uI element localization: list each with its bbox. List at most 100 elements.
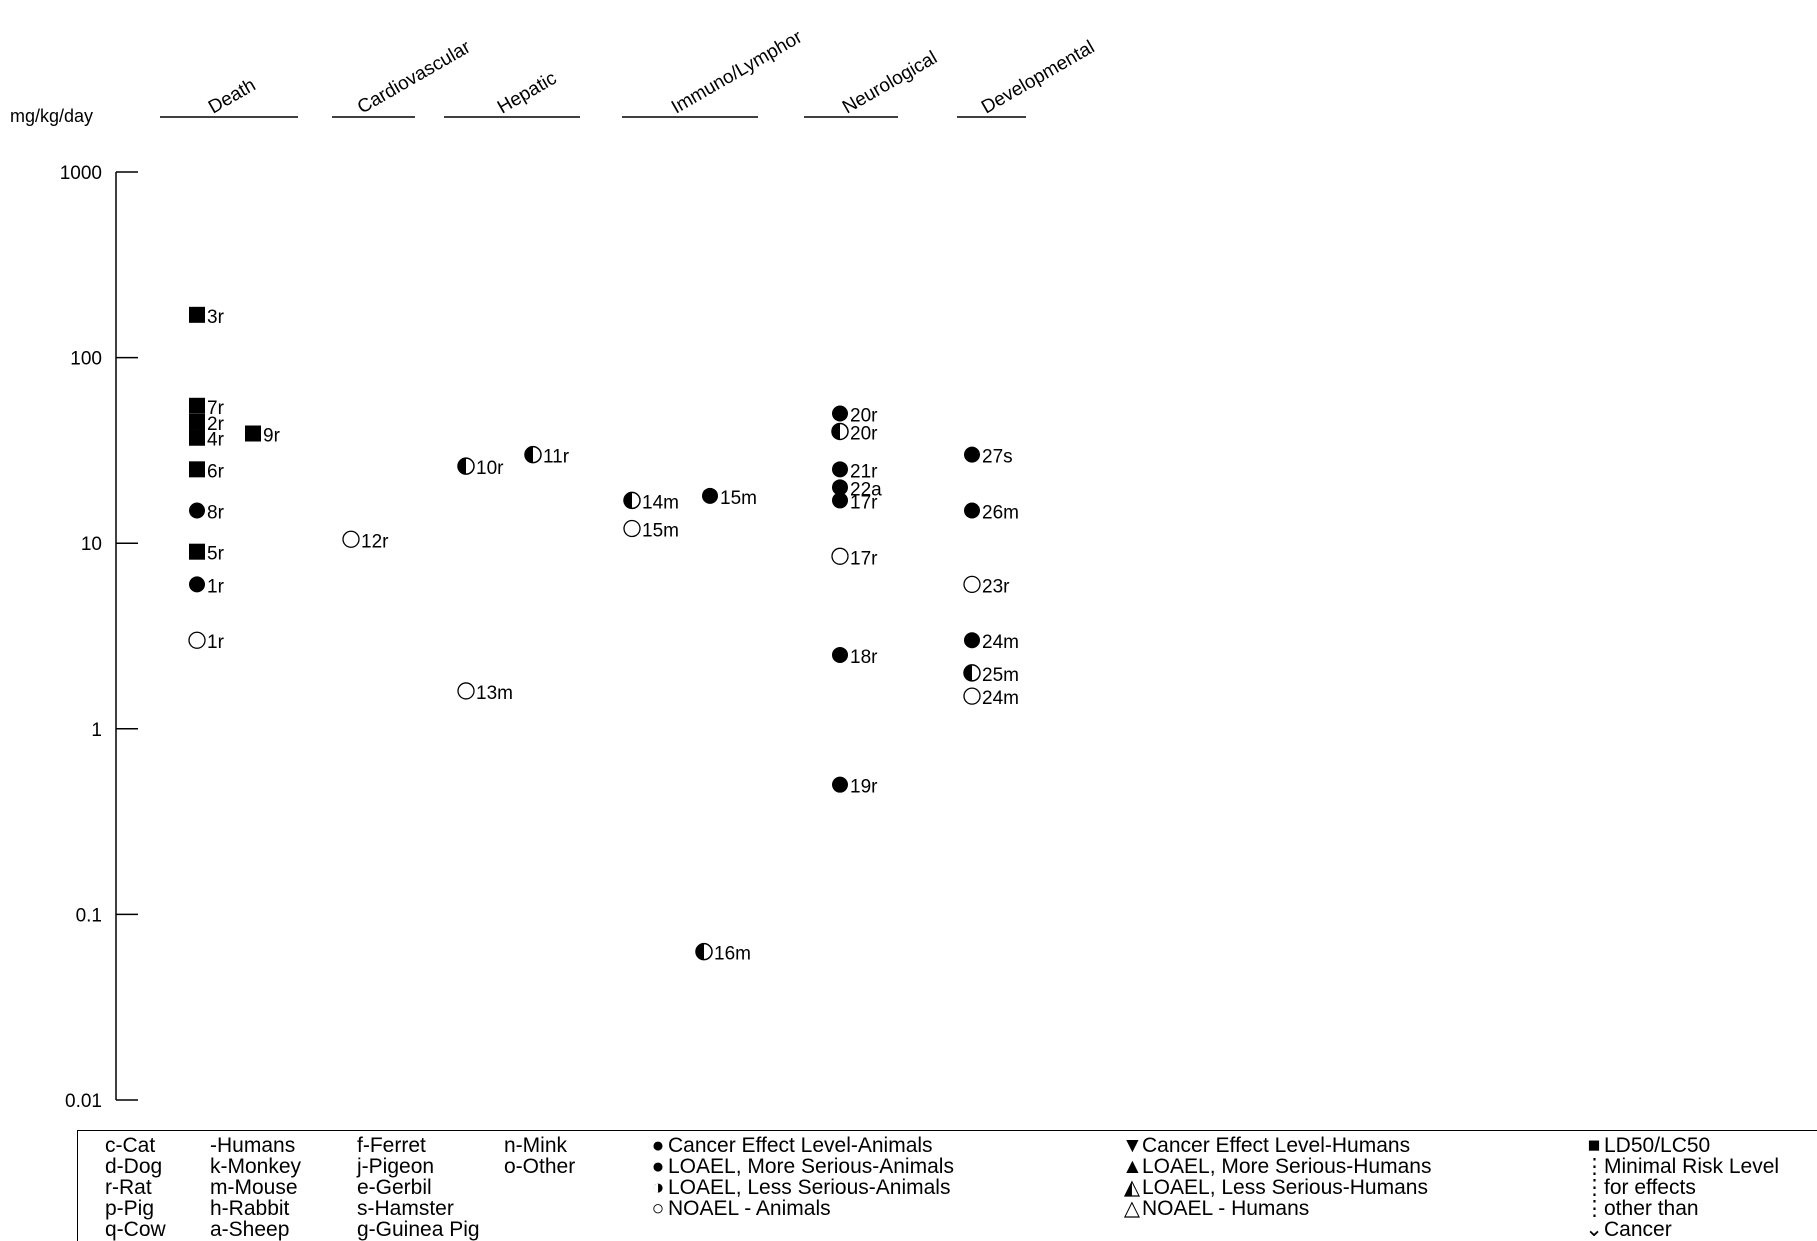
legend-effect-label: Cancer Effect Level-Humans — [1142, 1134, 1411, 1157]
square-marker — [189, 429, 205, 446]
data-point-label: 19r — [850, 777, 878, 798]
half-circle-fill — [525, 446, 533, 463]
legend-effect-label: LOAEL, More Serious-Humans — [1142, 1155, 1432, 1178]
chart-canvas: mg/kg/day 1000 100 10 1 0.1 0.01 Death Cardiov… — [10, 26, 1098, 1112]
filled-circle-marker — [832, 461, 848, 478]
data-point: 25m — [963, 664, 1019, 686]
data-point-label: 24m — [982, 688, 1019, 709]
data-point: 6r — [189, 461, 225, 482]
y-tick-label: 1000 — [60, 163, 102, 184]
legend-animal-effects: ● Cancer Effect Level-Animals ● LOAEL, Mor… — [648, 1135, 954, 1219]
data-point: 17r — [832, 492, 878, 513]
filled-circle-marker — [189, 576, 205, 593]
data-point-label: 7r — [207, 398, 225, 419]
category-header: Developmental — [978, 37, 1098, 119]
data-point-label: 14m — [642, 492, 679, 513]
legend-effect-label: Minimal Risk Level — [1604, 1155, 1780, 1178]
legend-effect-label: for effects — [1604, 1176, 1696, 1199]
data-point: 20r — [831, 422, 878, 444]
filled-circle-marker — [832, 646, 848, 663]
square-marker — [189, 461, 205, 478]
square-marker — [189, 306, 205, 323]
y-tick-label: 10 — [81, 534, 102, 555]
open-circle-marker — [457, 682, 475, 700]
filled-circle-marker — [964, 502, 980, 519]
data-point: 8r — [189, 502, 225, 524]
category-headers: Death Cardiovascular Hepatic Immuno/Lymphor… — [160, 26, 1098, 118]
data-point-label: 24m — [982, 632, 1019, 653]
filled-square-icon: ■ — [1587, 1134, 1601, 1157]
legend-species-item: p-Pig — [105, 1197, 155, 1220]
legend-species-item: o-Other — [504, 1155, 576, 1178]
data-point-label: 15m — [642, 521, 679, 542]
data-point-label: 17r — [850, 492, 878, 513]
data-point-label: 4r — [207, 430, 225, 451]
legend-species-item: d-Dog — [105, 1155, 163, 1178]
open-circle-marker — [963, 575, 981, 594]
data-point-label: 18r — [850, 647, 878, 668]
open-triangle-icon: △ — [1123, 1197, 1141, 1220]
category-header: Neurological — [839, 47, 941, 118]
y-tick-label: 1 — [91, 720, 102, 741]
half-circle-fill — [624, 492, 632, 509]
legend-species-col-1: c-Cat d-Dog r-Rat p-Pig q-Cow — [105, 1135, 166, 1240]
half-triangle-icon: ◭ — [1123, 1176, 1141, 1199]
data-point: 9r — [245, 425, 281, 446]
legend-species-item: c-Cat — [105, 1134, 156, 1157]
y-tick-label: 0.01 — [65, 1091, 102, 1112]
filled-circle-marker — [832, 405, 848, 422]
category-header: Immuno/Lymphor — [668, 26, 807, 118]
legend-species-item: n-Mink — [504, 1134, 568, 1157]
filled-circle-icon: ● — [651, 1134, 665, 1157]
data-point: 18r — [832, 646, 878, 668]
open-circle-marker — [963, 687, 981, 705]
legend-effect-label: LOAEL, Less Serious-Animals — [668, 1176, 951, 1199]
legend-species-col-3: f-Ferret j-Pigeon e-Gerbil s-Hamster g-G… — [357, 1135, 480, 1240]
data-point: 16m — [695, 942, 751, 965]
y-axis-label: mg/kg/day — [10, 106, 93, 126]
legend-other: ■ LD50/LC50 ⋮Minimal Risk Level ⋮for effe… — [1584, 1134, 1780, 1241]
data-point: 19r — [832, 776, 878, 798]
data-point-label: 9r — [263, 425, 281, 446]
y-tick-label: 100 — [70, 349, 102, 370]
half-circle-fill — [458, 458, 466, 475]
filled-circle-marker — [189, 502, 205, 519]
data-point: 5r — [189, 543, 225, 565]
y-tick-label: 0.1 — [76, 905, 102, 926]
legend-species-item: a-Sheep — [210, 1218, 290, 1241]
category-header: Hepatic — [494, 68, 560, 118]
data-point-label: 5r — [207, 544, 225, 565]
legend-effect-label: LOAEL, Less Serious-Humans — [1142, 1176, 1428, 1199]
legend-box — [77, 1130, 1817, 1241]
data-point: 11r — [524, 445, 570, 468]
square-marker — [189, 543, 205, 560]
half-circle-fill — [696, 943, 704, 960]
open-circle-marker — [342, 530, 360, 548]
data-point: 15m — [623, 519, 679, 542]
data-point: 20r — [832, 405, 878, 426]
legend-effect-label: LD50/LC50 — [1604, 1134, 1711, 1157]
data-point: 2r — [189, 413, 225, 435]
filled-circle-marker — [832, 776, 848, 793]
data-point: 7r — [189, 397, 225, 419]
data-point-label: 26m — [982, 503, 1019, 524]
open-circle-marker — [831, 547, 849, 565]
data-point-label: 1r — [207, 576, 225, 597]
data-point: 3r — [189, 306, 225, 328]
data-point: 22a — [832, 479, 882, 500]
data-point-label: 15m — [720, 488, 757, 509]
data-point-label: 10r — [476, 458, 504, 479]
legend-species-item: e-Gerbil — [357, 1176, 432, 1199]
half-circle-fill — [964, 664, 972, 681]
filled-circle-marker — [832, 492, 848, 509]
data-point: 4r — [189, 429, 225, 451]
legend-species-item: h-Rabbit — [210, 1197, 290, 1220]
data-point-label: 22a — [850, 479, 882, 500]
open-circle-marker — [188, 631, 206, 649]
legend-species-col-2: -Humans k-Monkey m-Mouse h-Rabbit a-Shee… — [210, 1135, 301, 1240]
data-point-label: 3r — [207, 307, 225, 328]
square-marker — [189, 413, 205, 430]
legend-species-item: q-Cow — [105, 1218, 166, 1241]
legend-species-item: m-Mouse — [210, 1176, 298, 1199]
